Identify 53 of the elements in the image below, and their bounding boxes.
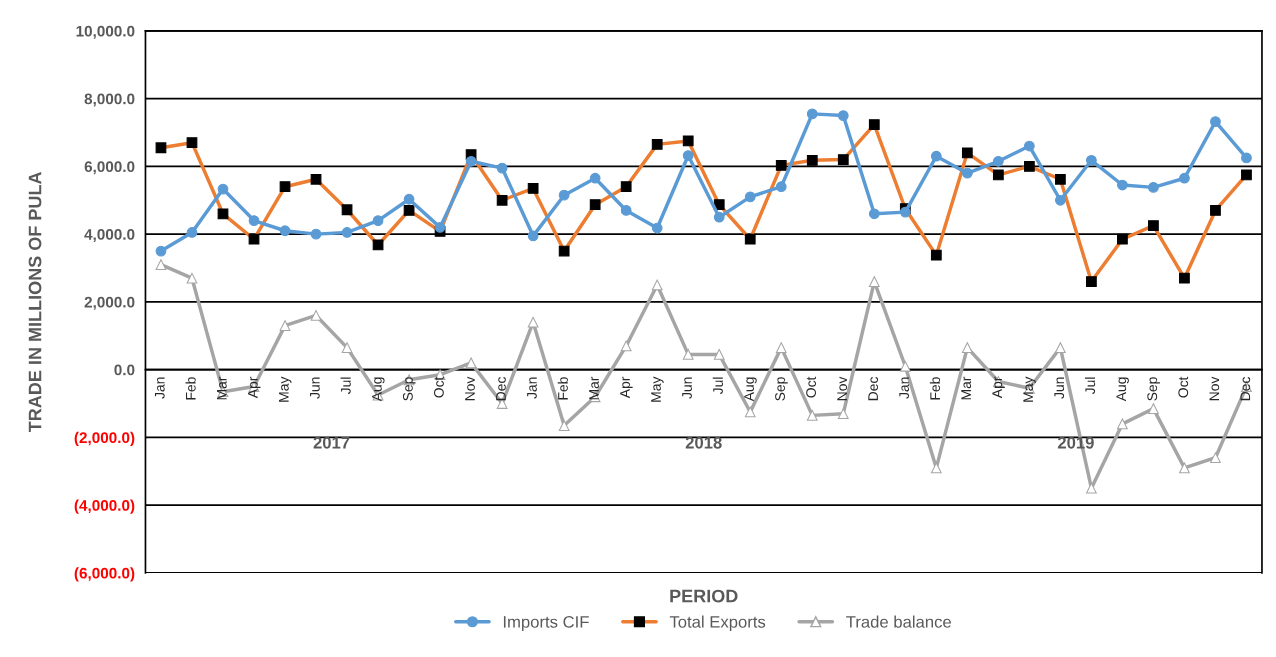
x-tick-label: Apr [992, 376, 1005, 399]
x-tick-label: May [279, 376, 292, 402]
annotation: 2018 [685, 436, 722, 449]
x-tick-label: Nov [465, 376, 475, 401]
y-tick-label: (4,000.0) [74, 499, 135, 514]
x-tick-label: Apr [620, 376, 633, 399]
x-tick-label: Dec [868, 376, 879, 401]
y-tick-label: (6,000.0) [74, 567, 135, 582]
legend-label: Imports CIF [503, 615, 589, 632]
x-tick-label: Jul [340, 377, 351, 395]
annotation: 2017 [313, 436, 350, 449]
y-tick-label: 8,000.0 [84, 93, 135, 107]
y-tick-label: 2,000.0 [84, 296, 135, 310]
x-tick-label: Feb [557, 377, 568, 400]
x-axis-title: PERIOD [670, 589, 738, 603]
x-tick-label: Mar [961, 376, 972, 400]
x-tick-label: Jul [1084, 377, 1096, 395]
y-tick-label: 6,000.0 [84, 161, 135, 175]
x-tick-label: Jun [682, 377, 692, 399]
x-tick-label: Oct [806, 376, 816, 398]
x-tick-label: Dec [496, 376, 506, 401]
y-axis-title: TRADE IN MILLIONS OF PULA [28, 171, 42, 433]
y-tick-label: 10,000.0 [76, 25, 135, 39]
x-tick-label: Oct [1178, 376, 1189, 398]
x-tick-label: Sep [775, 377, 788, 401]
x-tick-label: Aug [372, 377, 385, 402]
x-tick-label: Jan [155, 377, 165, 399]
x-tick-label: Jan [899, 377, 910, 399]
x-tick-label: Oct [433, 376, 444, 398]
x-tick-label: May [651, 376, 664, 402]
x-tick-label: Sep [402, 377, 416, 401]
x-tick-label: Jan [527, 377, 537, 399]
annotation: 2019 [1057, 436, 1094, 449]
x-tick-label: Dec [1240, 376, 1251, 401]
x-tick-label: Apr [248, 376, 261, 399]
legend-label: Total Exports [669, 615, 766, 632]
legend-label: Trade balance [846, 615, 951, 628]
y-tick-label: (2,000.0) [74, 431, 135, 447]
x-tick-label: Jun [1054, 377, 1065, 399]
x-tick-label: Nov [1209, 376, 1220, 401]
x-tick-label: Mar [217, 376, 227, 400]
y-tick-label: 0.0 [114, 364, 135, 376]
x-tick-label: Sep [1147, 377, 1160, 401]
x-tick-label: Jun [310, 377, 320, 399]
x-tick-label: Aug [1116, 377, 1129, 402]
x-tick-label: Aug [744, 377, 757, 402]
x-tick-label: Nov [837, 376, 847, 401]
x-tick-label: Jul [712, 377, 723, 395]
x-tick-label: Mar [589, 376, 599, 400]
x-tick-label: May [1023, 376, 1036, 402]
y-tick-label: 4,000.0 [84, 229, 135, 243]
x-tick-label: Feb [185, 377, 196, 400]
x-tick-label: Feb [929, 377, 941, 400]
